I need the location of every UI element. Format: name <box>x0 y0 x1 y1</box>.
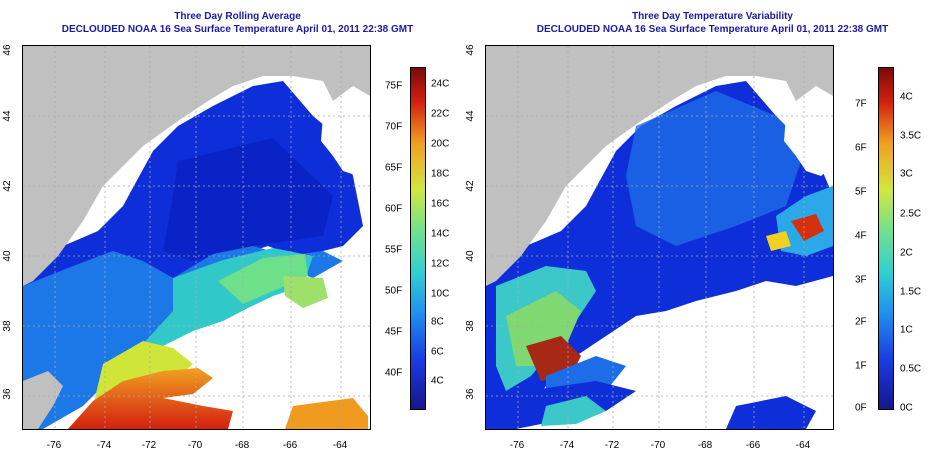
colorbar-c-label: 10C <box>431 288 450 300</box>
map-title: Three Day Rolling Average <box>174 11 301 22</box>
colorbar-c-label: 0.5C <box>900 363 922 375</box>
colorbar-f-label: 1F <box>855 360 867 372</box>
sst-average-panel: Three Day Rolling Average DECLOUDED NOAA… <box>2 11 450 451</box>
y-tick: 38 <box>2 320 14 332</box>
sst-colorbar <box>410 67 426 410</box>
colorbar-c-label: 3C <box>900 168 913 180</box>
colorbar-f-label: 6F <box>855 142 867 154</box>
colorbar-c-label: 22C <box>431 108 450 120</box>
x-tick: -70 <box>187 440 203 451</box>
y-tick: 46 <box>2 44 14 56</box>
colorbar-f-label: 4F <box>855 230 867 242</box>
y-tick: 44 <box>2 110 14 122</box>
x-tick: -76 <box>46 440 62 451</box>
map-subtitle: DECLOUDED NOAA 16 Sea Surface Temperatur… <box>61 24 414 35</box>
colorbar-c-label: 8C <box>431 316 444 328</box>
colorbar-c-label: 1C <box>900 324 913 336</box>
y-tick: 36 <box>465 388 477 400</box>
colorbar-f-label: 7F <box>855 98 867 110</box>
colorbar-f-label: 75F <box>385 80 403 92</box>
x-tick: -70 <box>650 440 666 451</box>
y-tick: 40 <box>465 250 477 262</box>
map-title: Three Day Temperature Variability <box>632 11 793 22</box>
y-tick: 38 <box>465 320 477 332</box>
y-tick: 42 <box>2 180 14 192</box>
colorbar-f-label: 0F <box>855 402 867 414</box>
x-tick: -74 <box>559 440 575 451</box>
y-tick: 46 <box>465 44 477 56</box>
y-tick: 42 <box>465 180 477 192</box>
colorbar-f-label: 55F <box>385 244 403 256</box>
x-tick: -68 <box>697 440 713 451</box>
x-tick: -64 <box>332 440 348 451</box>
colorbar-c-label: 3.5C <box>900 130 922 142</box>
x-tick: -72 <box>604 440 620 451</box>
map-subtitle: DECLOUDED NOAA 16 Sea Surface Temperatur… <box>536 24 889 35</box>
x-tick: -64 <box>795 440 811 451</box>
x-tick: -66 <box>745 440 761 451</box>
colorbar-c-label: 12C <box>431 258 450 270</box>
colorbar-f-label: 50F <box>385 285 403 297</box>
colorbar-c-label: 1.5C <box>900 286 922 298</box>
colorbar-f-label: 40F <box>385 367 403 379</box>
colorbar-c-label: 24C <box>431 78 450 90</box>
sst-variability-map <box>485 45 834 430</box>
colorbar-f-label: 70F <box>385 121 403 133</box>
colorbar-c-label: 14C <box>431 228 450 240</box>
sst-average-map <box>22 45 371 430</box>
colorbar-c-label: 4C <box>900 91 913 103</box>
colorbar-c-label: 16C <box>431 198 450 210</box>
sst-variability-panel: Three Day Temperature Variability DECLOU… <box>465 0 950 475</box>
colorbar-c-label: 4C <box>431 375 444 387</box>
y-tick: 36 <box>2 388 14 400</box>
colorbar-f-label: 60F <box>385 203 403 215</box>
y-tick: 40 <box>2 250 14 262</box>
colorbar-c-label: 0C <box>900 402 913 414</box>
colorbar-f-label: 5F <box>855 186 867 198</box>
colorbar-f-label: 45F <box>385 326 403 338</box>
x-tick: -72 <box>141 440 157 451</box>
x-tick: -74 <box>96 440 112 451</box>
variability-colorbar <box>878 67 894 410</box>
colorbar-c-label: 18C <box>431 168 450 180</box>
y-tick: 44 <box>465 110 477 122</box>
colorbar-f-label: 65F <box>385 162 403 174</box>
colorbar-c-label: 6C <box>431 346 444 358</box>
colorbar-f-label: 3F <box>855 274 867 286</box>
colorbar-f-label: 2F <box>855 316 867 328</box>
x-tick: -68 <box>234 440 250 451</box>
colorbar-c-label: 2C <box>900 247 913 259</box>
x-tick: -66 <box>282 440 298 451</box>
colorbar-c-label: 2.5C <box>900 208 922 220</box>
x-tick: -76 <box>509 440 525 451</box>
colorbar-c-label: 20C <box>431 138 450 150</box>
